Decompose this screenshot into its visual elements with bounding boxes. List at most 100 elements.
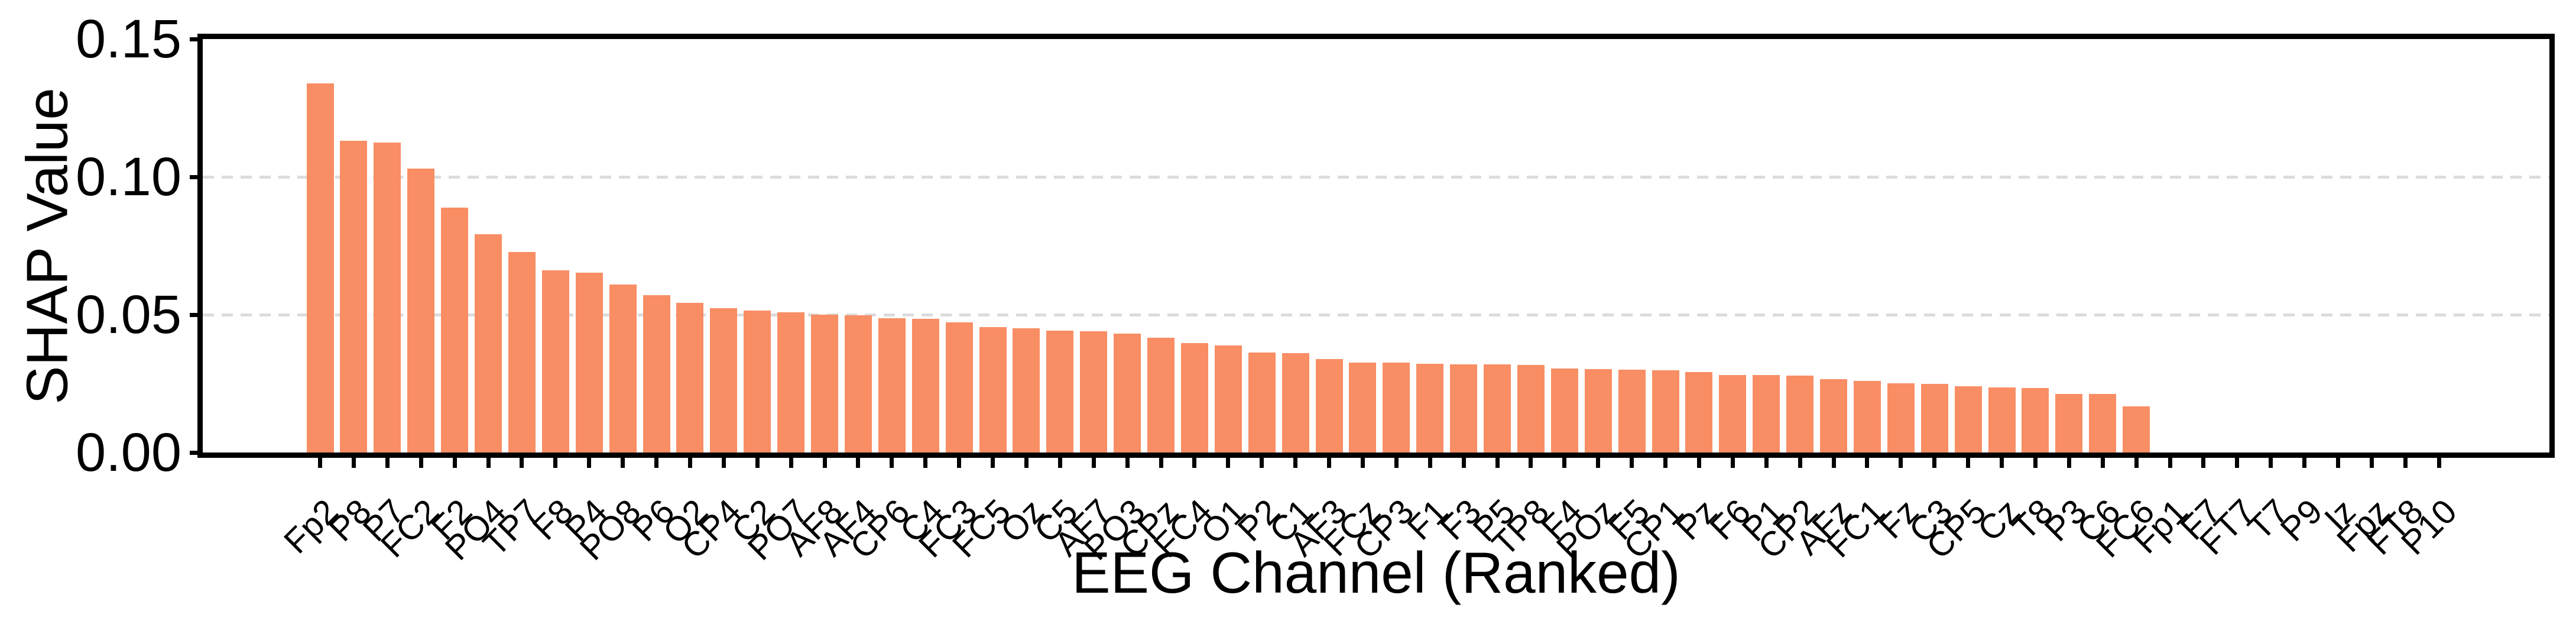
bar-CP6 xyxy=(878,318,906,453)
x-tick-C2 xyxy=(755,458,760,468)
bar-F1 xyxy=(1416,363,1444,453)
x-tick-P5 xyxy=(1495,458,1500,468)
x-tick-P10 xyxy=(2437,458,2441,468)
bar-CP5 xyxy=(1954,386,1982,453)
bar-AF7 xyxy=(1080,331,1108,453)
x-tick-PO4 xyxy=(486,458,491,468)
x-tick-AF7 xyxy=(1091,458,1096,468)
bar-FC1 xyxy=(1853,381,1881,453)
bar-POz xyxy=(1584,369,1612,453)
x-tick-F1 xyxy=(1427,458,1432,468)
x-tick-T7 xyxy=(2269,458,2273,468)
x-tick-F6 xyxy=(1730,458,1735,468)
x-tick-AFz xyxy=(1831,458,1836,468)
bar-P2 xyxy=(1248,353,1276,453)
bar-T8 xyxy=(2022,387,2049,453)
x-tick-CP2 xyxy=(1798,458,1802,468)
bar-PO8 xyxy=(609,284,637,453)
x-tick-TP7 xyxy=(520,458,524,468)
bar-CP1 xyxy=(1652,370,1679,453)
x-tick-Oz xyxy=(1024,458,1029,468)
x-tick-PO7 xyxy=(789,458,793,468)
x-tick-FC3 xyxy=(957,458,962,468)
bar-P5 xyxy=(1484,364,1511,453)
y-tick-0.05 xyxy=(190,312,197,317)
bar-PO3 xyxy=(1114,333,1141,453)
x-tick-Fp2 xyxy=(318,458,322,468)
bar-TP8 xyxy=(1517,365,1545,453)
x-tick-C6 xyxy=(2100,458,2105,468)
x-tick-Iz xyxy=(2336,458,2340,468)
bar-AF8 xyxy=(811,315,838,453)
bar-AFz xyxy=(1820,379,1847,453)
bar-F6 xyxy=(1719,374,1747,453)
bar-P3 xyxy=(2055,393,2083,453)
x-tick-F7 xyxy=(2201,458,2206,468)
x-tick-FC1 xyxy=(1865,458,1870,468)
bar-F2 xyxy=(441,208,469,453)
x-tick-AF3 xyxy=(1327,458,1331,468)
x-axis-title: EEG Channel (Ranked) xyxy=(1072,540,1680,605)
x-tick-P6 xyxy=(654,458,658,468)
x-tick-CP5 xyxy=(1966,458,1971,468)
x-tick-AF8 xyxy=(822,458,827,468)
x-tick-P1 xyxy=(1764,458,1769,468)
y-tick-label-0.05: 0.05 xyxy=(75,285,181,345)
x-tick-C1 xyxy=(1293,458,1298,468)
y-axis-title: SHAP Value xyxy=(14,88,80,405)
bar-CP4 xyxy=(710,308,738,453)
x-tick-FT7 xyxy=(2235,458,2240,468)
bar-CPz xyxy=(1147,338,1175,453)
x-tick-FC6 xyxy=(2134,458,2139,468)
x-tick-C5 xyxy=(1057,458,1062,468)
x-tick-PO3 xyxy=(1125,458,1130,468)
bar-C6 xyxy=(2089,394,2117,453)
bar-FC3 xyxy=(945,322,973,453)
plot-inner xyxy=(203,39,2549,453)
x-tick-P7 xyxy=(385,458,390,468)
bar-AF3 xyxy=(1315,358,1343,453)
bar-Cz xyxy=(1988,387,2016,453)
y-tick-0.10 xyxy=(190,174,197,179)
x-tick-O1 xyxy=(1226,458,1231,468)
bar-TP7 xyxy=(508,251,536,453)
bar-P6 xyxy=(643,295,670,453)
y-tick-label-0.10: 0.10 xyxy=(75,147,181,207)
bar-C2 xyxy=(744,311,771,453)
bar-P8 xyxy=(340,141,368,453)
x-tick-P3 xyxy=(2066,458,2071,468)
x-tick-FCz xyxy=(1360,458,1365,468)
bar-C5 xyxy=(1046,331,1074,453)
bar-F5 xyxy=(1618,370,1646,453)
gridline-0.10 xyxy=(203,175,2549,179)
plot-area xyxy=(197,34,2555,458)
bar-FC2 xyxy=(407,168,435,453)
bar-F3 xyxy=(1450,364,1478,453)
bar-O1 xyxy=(1214,345,1242,453)
x-tick-FC2 xyxy=(418,458,423,468)
bar-FCz xyxy=(1349,362,1377,453)
x-tick-POz xyxy=(1596,458,1601,468)
bar-P1 xyxy=(1753,375,1780,453)
x-tick-P2 xyxy=(1260,458,1264,468)
bar-FC4 xyxy=(1180,342,1208,453)
bar-F4 xyxy=(1550,368,1578,453)
x-tick-C4 xyxy=(923,458,928,468)
bar-FC5 xyxy=(979,327,1007,453)
x-tick-P4 xyxy=(587,458,592,468)
bar-O2 xyxy=(676,302,704,453)
y-tick-0.15 xyxy=(190,37,197,41)
bar-Fz xyxy=(1887,383,1915,453)
x-tick-CP6 xyxy=(890,458,894,468)
x-tick-FC5 xyxy=(991,458,995,468)
x-tick-O2 xyxy=(687,458,692,468)
bar-P4 xyxy=(575,273,603,453)
x-tick-Cz xyxy=(2000,458,2004,468)
x-tick-CPz xyxy=(1159,458,1163,468)
x-tick-P8 xyxy=(351,458,356,468)
x-tick-C3 xyxy=(1932,458,1937,468)
bar-PO4 xyxy=(475,234,502,453)
y-tick-label-0.00: 0.00 xyxy=(75,422,181,483)
bar-P7 xyxy=(374,143,401,453)
